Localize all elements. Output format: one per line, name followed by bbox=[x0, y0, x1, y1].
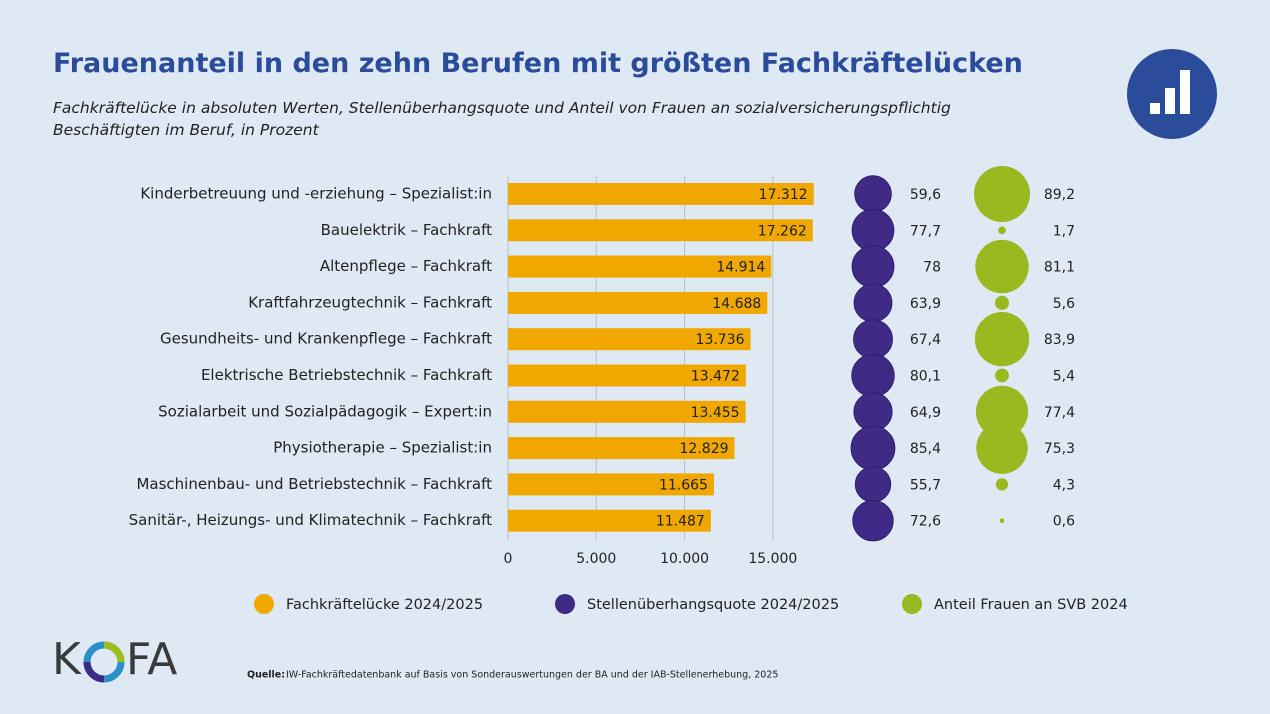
bubble-value-label: 63,9 bbox=[910, 296, 941, 312]
x-tick-label: 5.000 bbox=[576, 551, 616, 567]
bubble-value-label: 80,1 bbox=[910, 369, 941, 385]
bubble-value-label: 67,4 bbox=[910, 332, 941, 348]
chart-title: Frauenanteil in den zehn Berufen mit grö… bbox=[53, 48, 1023, 79]
bubble bbox=[974, 312, 1030, 367]
chart-subtitle: Fachkräftelücke in absoluten Werten, Ste… bbox=[53, 99, 951, 139]
bar-value-label: 14.914 bbox=[716, 260, 765, 276]
bubble bbox=[854, 175, 892, 213]
bar bbox=[508, 364, 746, 387]
bubble bbox=[994, 295, 1010, 310]
bar bbox=[508, 183, 814, 205]
bar-value-label: 13.455 bbox=[691, 405, 740, 421]
bubble bbox=[998, 226, 1006, 235]
bubble bbox=[854, 466, 892, 503]
bar-value-label: 14.688 bbox=[712, 296, 761, 312]
bubble-value-label: 75,3 bbox=[1044, 441, 1075, 457]
y-tick-label: Elektrische Betriebstechnik – Fachkraft bbox=[201, 366, 492, 384]
y-tick-label: Gesundheits- und Krankenpflege – Fachkra… bbox=[160, 330, 492, 348]
x-tick-label: 0 bbox=[504, 551, 513, 567]
bubble-value-label: 59,6 bbox=[910, 187, 941, 203]
bubble bbox=[850, 425, 896, 471]
y-tick-label: Maschinenbau- und Betriebstechnik – Fach… bbox=[136, 475, 492, 493]
bar-value-label: 11.665 bbox=[659, 477, 708, 493]
bar bbox=[508, 509, 711, 532]
source: IW-Fachkräftedatenbank auf Basis von Son… bbox=[286, 670, 778, 681]
x-tick-label: 15.000 bbox=[748, 551, 797, 567]
bar-value-label: 11.487 bbox=[656, 514, 705, 530]
bubble bbox=[853, 392, 893, 432]
legend-label: Fachkräftelücke 2024/2025 bbox=[286, 597, 483, 613]
bubble-value-label: 64,9 bbox=[910, 405, 941, 421]
bubble bbox=[995, 478, 1009, 491]
bubble bbox=[976, 422, 1028, 474]
bubble-value-label: 77,4 bbox=[1044, 405, 1075, 421]
y-tick-label: Bauelektrik – Fachkraft bbox=[321, 221, 492, 239]
bubble-value-label: 4,3 bbox=[1053, 477, 1075, 493]
x-tick-label: 10.000 bbox=[660, 551, 709, 567]
bar-value-label: 13.736 bbox=[696, 332, 745, 348]
y-tick-label: Sanitär-, Heizungs- und Klimatechnik – F… bbox=[129, 511, 492, 529]
bubble bbox=[851, 353, 895, 398]
y-tick-label: Sozialarbeit und Sozialpädagogik – Exper… bbox=[158, 402, 492, 420]
bubble-value-label: 85,4 bbox=[910, 441, 941, 457]
y-tick-label: Kinderbetreuung und -erziehung – Spezial… bbox=[140, 185, 492, 203]
bubble-value-label: 83,9 bbox=[1044, 332, 1075, 348]
legend-marker bbox=[902, 594, 922, 614]
legend-marker bbox=[555, 594, 575, 614]
bubble-value-label: 1,7 bbox=[1053, 223, 1075, 239]
bar-value-label: 17.312 bbox=[759, 187, 808, 203]
bubble-value-label: 5,6 bbox=[1053, 296, 1075, 312]
logo-right: FA bbox=[126, 634, 177, 685]
bar bbox=[508, 437, 735, 460]
bubble-value-label: 77,7 bbox=[910, 223, 941, 239]
bubble bbox=[975, 239, 1029, 294]
bubble bbox=[851, 208, 895, 252]
bar bbox=[508, 219, 813, 242]
bubble-value-label: 81,1 bbox=[1044, 260, 1075, 276]
y-tick-label: Kraftfahrzeugtechnik – Fachkraft bbox=[248, 293, 492, 311]
bar bbox=[508, 400, 746, 423]
logo-icon bbox=[83, 641, 125, 683]
legend-marker bbox=[254, 594, 274, 614]
bubble-value-label: 89,2 bbox=[1044, 187, 1075, 203]
legend-label: Anteil Frauen an SVB 2024 bbox=[934, 597, 1128, 613]
y-tick-label: Altenpflege – Fachkraft bbox=[320, 257, 492, 275]
logo-left: K bbox=[52, 634, 82, 685]
bubble-value-label: 72,6 bbox=[910, 514, 941, 530]
source-label: Quelle: bbox=[247, 670, 285, 681]
bar bbox=[508, 291, 768, 314]
bar-value-label: 12.829 bbox=[680, 441, 729, 457]
bar bbox=[508, 328, 751, 351]
bar-value-label: 17.262 bbox=[758, 223, 807, 239]
bubble bbox=[853, 319, 893, 360]
y-tick-label: Physiotherapie – Spezialist:in bbox=[273, 439, 492, 457]
bar bbox=[508, 255, 772, 278]
bubble-value-label: 5,4 bbox=[1053, 369, 1075, 385]
bubble bbox=[851, 245, 895, 289]
bar-value-label: 13.472 bbox=[691, 369, 740, 385]
bubble bbox=[999, 518, 1005, 523]
bubble bbox=[975, 385, 1029, 438]
legend-label: Stellenüberhangsquote 2024/2025 bbox=[587, 597, 839, 613]
bubble bbox=[853, 283, 893, 323]
bubble bbox=[974, 166, 1030, 222]
bubble-value-label: 0,6 bbox=[1053, 514, 1075, 530]
bubble-value-label: 78 bbox=[923, 260, 941, 276]
bubble bbox=[852, 500, 894, 542]
icon bbox=[1127, 49, 1217, 139]
bubble-value-label: 55,7 bbox=[910, 477, 941, 493]
bar bbox=[508, 473, 714, 496]
bubble bbox=[995, 368, 1009, 383]
